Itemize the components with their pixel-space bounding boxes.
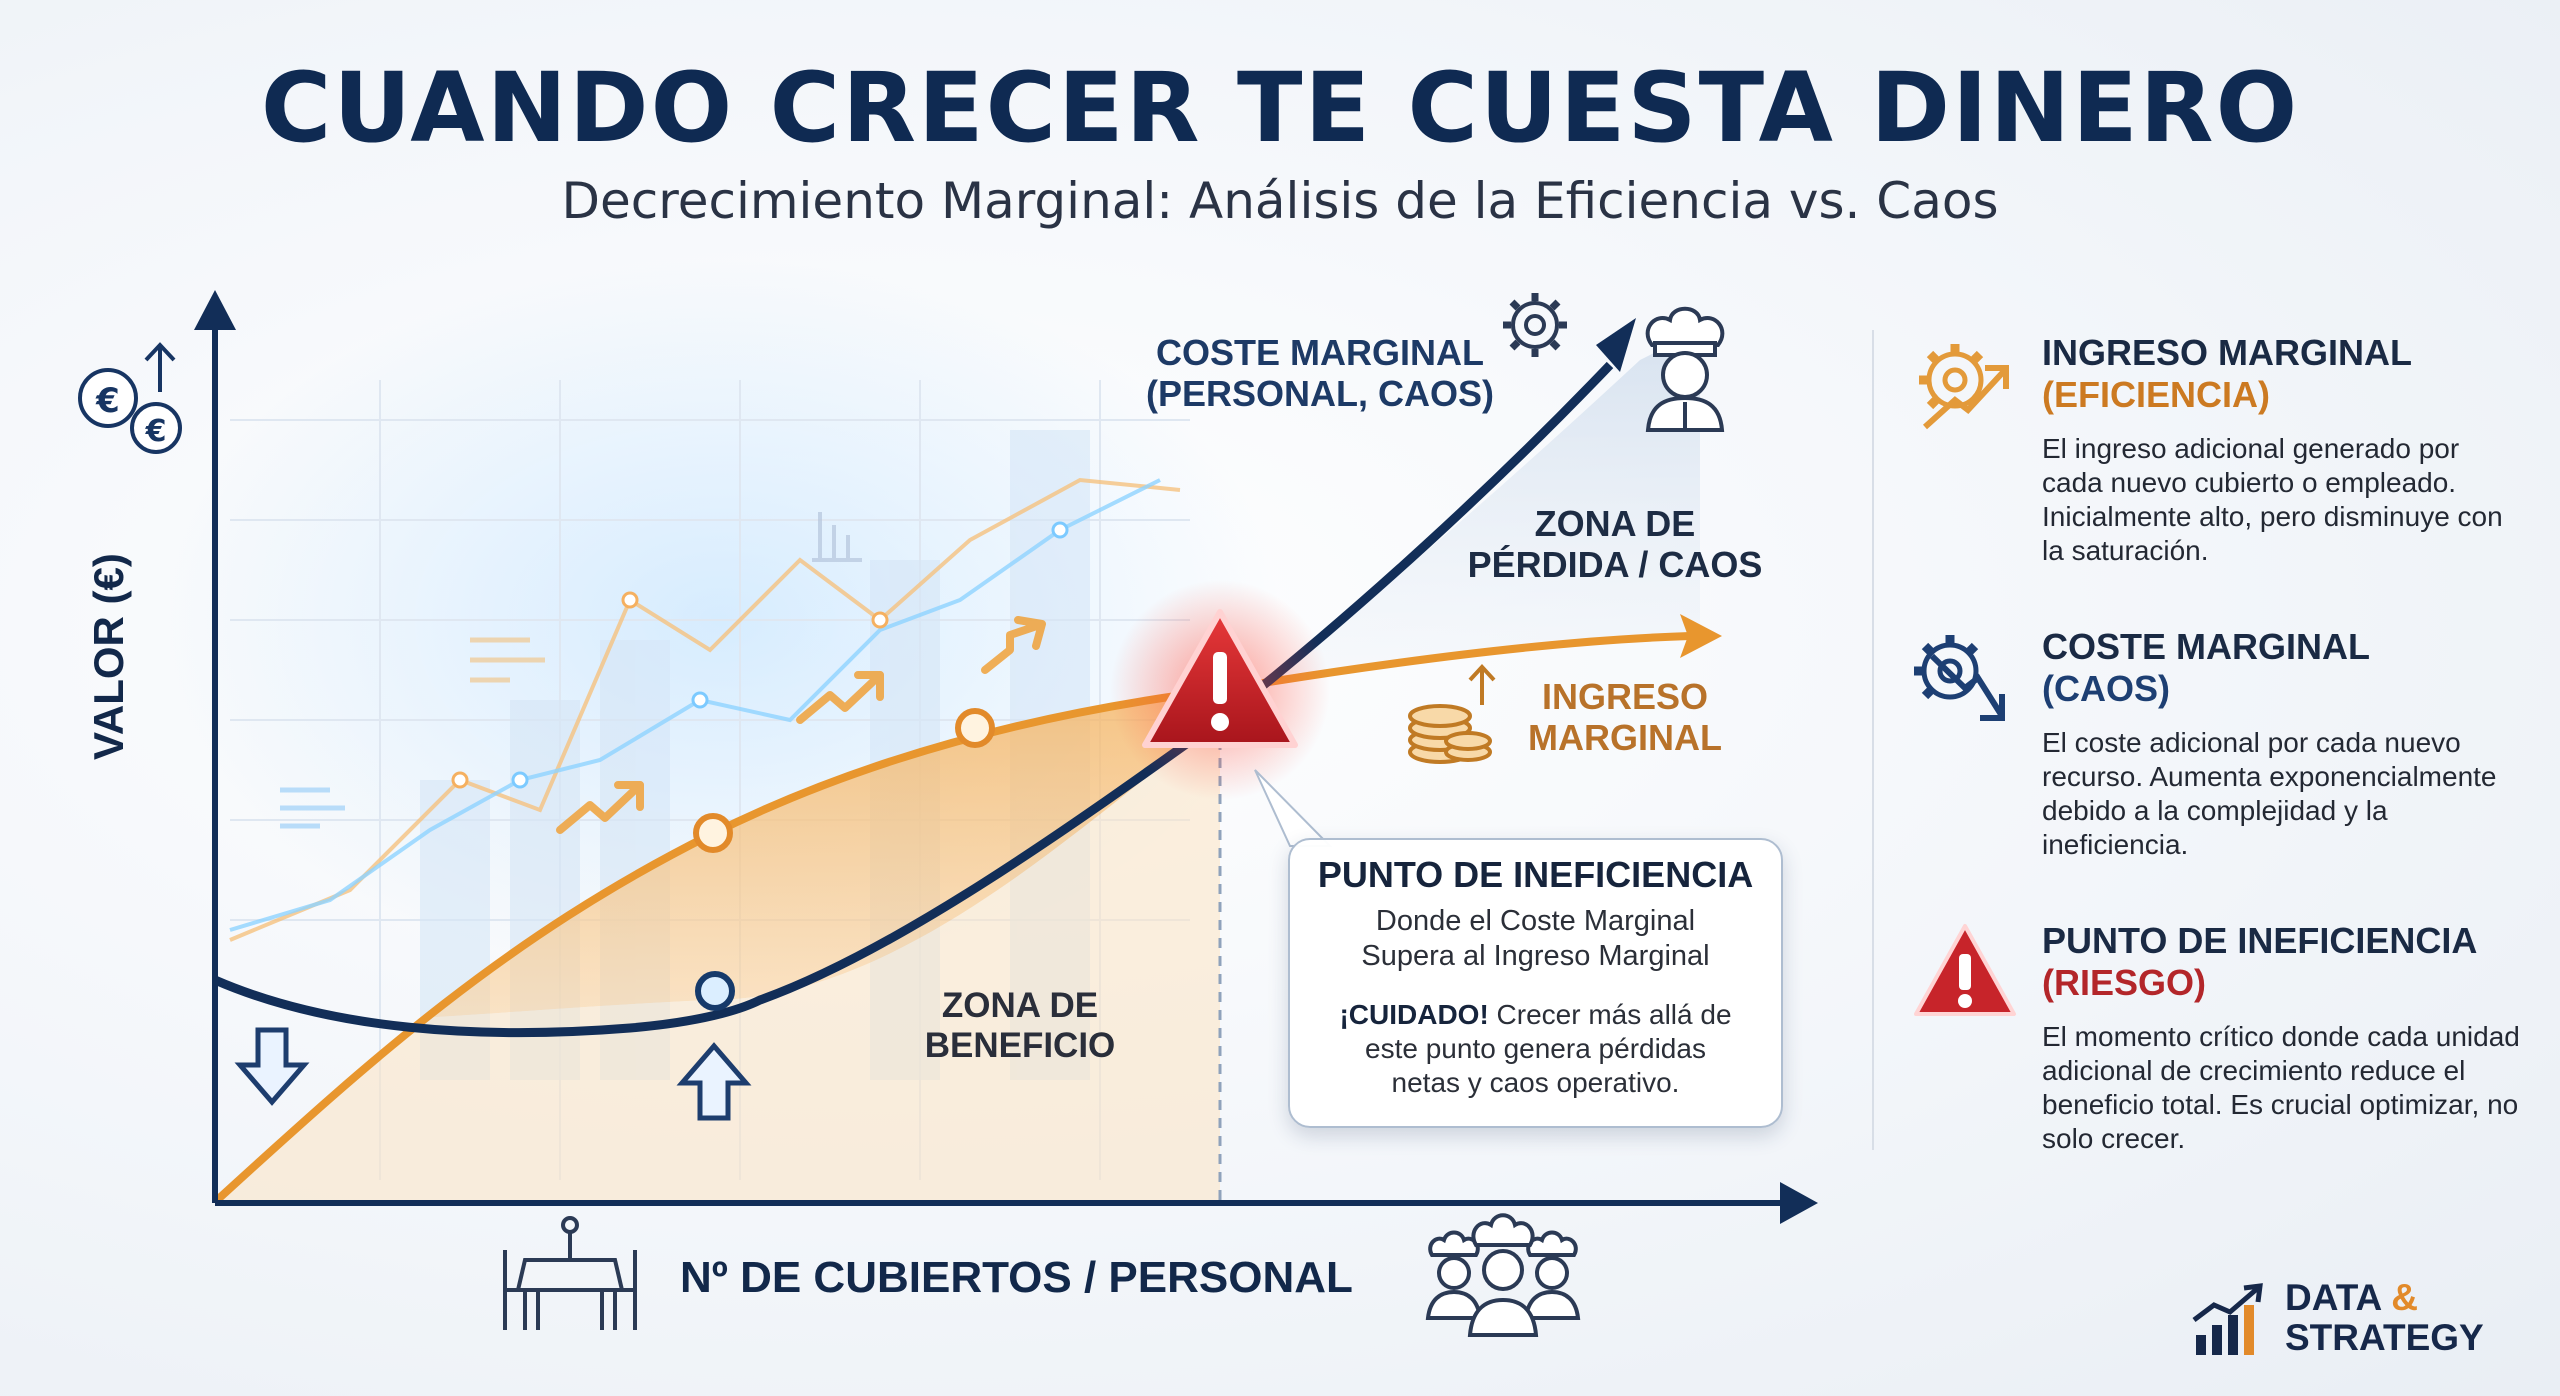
callout-warning: ¡CUIDADO! Crecer más allá de este punto … xyxy=(1290,998,1781,1100)
logo-line1: DATA & xyxy=(2285,1278,2484,1318)
coste-label-line2: (PERSONAL, CAOS) xyxy=(1145,373,1494,415)
page-title: CUANDO CRECER TE CUESTA DINERO xyxy=(260,52,2300,164)
coste-marginal-label: COSTE MARGINAL (PERSONAL, CAOS) xyxy=(1120,332,1520,415)
coste-marginal-curve xyxy=(213,361,1614,1038)
euro-coins-icon: € € xyxy=(78,342,182,454)
gear-growth-arrow-icon xyxy=(1919,344,2009,430)
legend-desc-coste: El coste adicional por cada nuevo recurs… xyxy=(2042,727,2497,861)
callout-warning-line1: Crecer más allá de xyxy=(1488,998,1732,1030)
legend-name-riesgo: PUNTO DE INEFICIENCIA xyxy=(2042,920,2478,961)
page-subtitle: Decrecimiento Marginal: Análisis de la E… xyxy=(561,172,1999,230)
legend-title-coste: COSTE MARGINAL (CAOS) xyxy=(2042,626,2370,711)
gear-chaos-icon xyxy=(1503,293,1567,357)
data-strategy-logo: DATA & STRATEGY xyxy=(2190,1270,2530,1370)
beneficio-label-line1: ZONA DE xyxy=(941,986,1099,1025)
zona-perdida-area xyxy=(1220,330,1700,720)
warning-triangle-icon xyxy=(1110,580,1330,800)
callout-subtitle-line2: Supera al Ingreso Marginal xyxy=(1361,939,1710,972)
ingreso-marginal-label: INGRESO MARGINAL xyxy=(1490,676,1760,759)
logo-line2: STRATEGY xyxy=(2285,1316,2484,1358)
chef-team-icon xyxy=(1425,1213,1581,1337)
callout-subtitle-line1: Donde el Coste Marginal xyxy=(1375,905,1696,937)
logo-chart-icon xyxy=(2192,1283,2263,1355)
legend-desc-ingreso: El ingreso adicional generado por cada n… xyxy=(2042,433,2503,567)
gear-falling-arrow-icon xyxy=(1914,635,2005,721)
legend-title-ingreso: INGRESO MARGINAL (EFICIENCIA) xyxy=(2042,332,2412,417)
inefficiency-callout: PUNTO DE INEFICIENCIA Donde el Coste Mar… xyxy=(1288,838,1783,1128)
ingreso-label-line1: INGRESO xyxy=(1541,676,1709,717)
legend-title-riesgo: PUNTO DE INEFICIENCIA (RIESGO) xyxy=(2042,920,2477,1005)
stressed-chef-icon xyxy=(1645,306,1725,432)
callout-warning-line3: netas y caos operativo. xyxy=(1391,1066,1680,1098)
callout-tail xyxy=(1254,769,1333,847)
callout-title: PUNTO DE INEFICIENCIA xyxy=(1317,854,1754,895)
zona-beneficio-label: ZONA DE BENEFICIO xyxy=(870,986,1170,1067)
logo-line1-text: DATA & xyxy=(2285,1277,2418,1318)
coste-arrowhead xyxy=(1596,318,1636,372)
legend-tag-riesgo: (RIESGO) xyxy=(2042,962,2207,1004)
legend-divider xyxy=(1872,330,1874,1150)
callout-subtitle: Donde el Coste Marginal Supera al Ingres… xyxy=(1290,904,1781,974)
curve-points xyxy=(693,708,995,1011)
perdida-label-line1: ZONA DE xyxy=(1534,503,1696,544)
callout-warning-bold: ¡CUIDADO! xyxy=(1339,998,1489,1030)
arrow-down-icon xyxy=(234,1027,310,1106)
x-axis-label: Nº DE CUBIERTOS / PERSONAL xyxy=(680,1253,1353,1302)
legend-tag-ingreso: (EFICIENCIA) xyxy=(2042,374,2270,416)
legend-name-coste: COSTE MARGINAL xyxy=(2042,626,2370,667)
beneficio-label-line2: BENEFICIO xyxy=(924,1026,1116,1066)
svg-text:€: € xyxy=(145,414,167,449)
y-axis-label: VALOR (€) xyxy=(85,553,132,760)
svg-text:€: € xyxy=(95,381,120,421)
coste-label-line1: COSTE MARGINAL xyxy=(1156,332,1484,373)
ingreso-label-line2: MARGINAL xyxy=(1528,717,1722,759)
legend-desc-riesgo: El momento crítico donde cada unidad adi… xyxy=(2042,1021,2520,1155)
zona-perdida-label: ZONA DE PÉRDIDA / CAOS xyxy=(1430,503,1800,586)
logo-text: DATA & STRATEGY xyxy=(2285,1278,2484,1358)
logo-ampersand: & xyxy=(2391,1277,2418,1318)
ingreso-arrowhead xyxy=(1680,614,1722,658)
restaurant-table-icon xyxy=(503,1216,637,1330)
arrow-up-icon xyxy=(676,1042,752,1121)
perdida-label-line2: PÉRDIDA / CAOS xyxy=(1467,544,1763,586)
decorative-up-arrow-icons xyxy=(556,616,1046,834)
ingreso-marginal-curve xyxy=(212,632,1691,1205)
callout-warning-line2: este punto genera pérdidas xyxy=(1365,1032,1706,1064)
legend-tag-coste: (CAOS) xyxy=(2042,668,2170,710)
warning-triangle-legend-icon xyxy=(1914,924,2016,1016)
zona-beneficio-area xyxy=(215,695,1220,1202)
axes xyxy=(194,290,1818,1224)
legend-name-ingreso: INGRESO MARGINAL xyxy=(2042,332,2413,373)
coin-stack-icon xyxy=(1408,664,1496,764)
